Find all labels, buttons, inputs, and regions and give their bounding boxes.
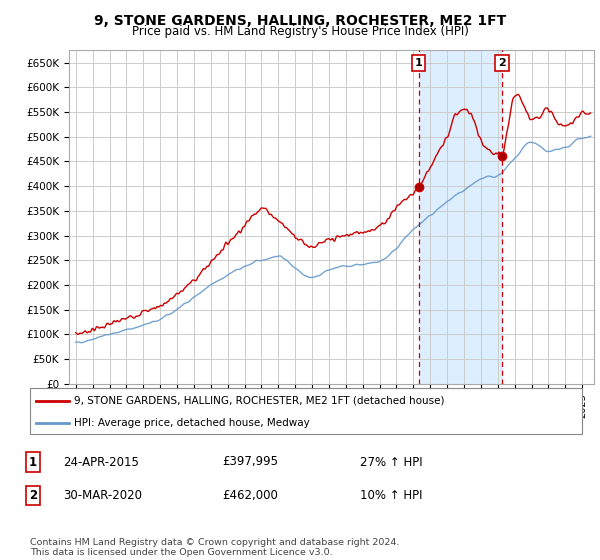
Text: 10% ↑ HPI: 10% ↑ HPI [360,489,422,502]
Text: 30-MAR-2020: 30-MAR-2020 [63,489,142,502]
Text: 2: 2 [498,58,506,68]
Text: 27% ↑ HPI: 27% ↑ HPI [360,455,422,469]
Text: 9, STONE GARDENS, HALLING, ROCHESTER, ME2 1FT (detached house): 9, STONE GARDENS, HALLING, ROCHESTER, ME… [74,396,445,406]
Text: HPI: Average price, detached house, Medway: HPI: Average price, detached house, Medw… [74,418,310,427]
FancyBboxPatch shape [30,388,582,434]
Text: 2: 2 [29,489,37,502]
Text: Price paid vs. HM Land Registry's House Price Index (HPI): Price paid vs. HM Land Registry's House … [131,25,469,38]
Text: Contains HM Land Registry data © Crown copyright and database right 2024.
This d: Contains HM Land Registry data © Crown c… [30,538,400,557]
Text: £462,000: £462,000 [222,489,278,502]
Text: 24-APR-2015: 24-APR-2015 [63,455,139,469]
Bar [419,50,502,384]
Text: 9, STONE GARDENS, HALLING, ROCHESTER, ME2 1FT: 9, STONE GARDENS, HALLING, ROCHESTER, ME… [94,14,506,28]
Text: 1: 1 [415,58,422,68]
Text: 1: 1 [29,455,37,469]
Text: £397,995: £397,995 [222,455,278,469]
